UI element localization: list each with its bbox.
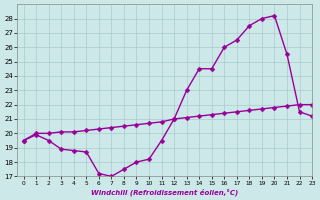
X-axis label: Windchill (Refroidissement éolien,°C): Windchill (Refroidissement éolien,°C) bbox=[91, 188, 238, 196]
